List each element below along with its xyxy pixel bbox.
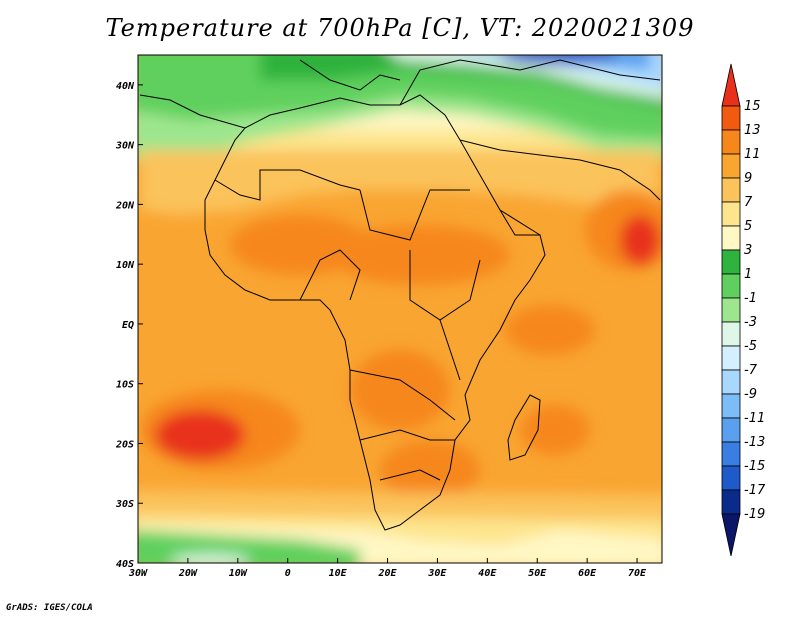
lon-tick-label: 60E	[578, 568, 597, 579]
lat-tick-label: 30S	[115, 499, 134, 510]
colorbar-swatch	[721, 153, 741, 179]
axis-ticks	[137, 84, 638, 564]
lon-tick-label: 30W	[128, 568, 148, 579]
lat-tick-label: 10N	[116, 260, 135, 271]
credit-text: GrADS: IGES/COLA	[6, 603, 93, 613]
lat-tick-label: EQ	[122, 320, 134, 331]
lon-tick-label: 20W	[178, 568, 198, 579]
lon-tick-label: 0	[285, 568, 291, 579]
colorbar-swatch	[721, 345, 741, 371]
colorbar-swatch	[721, 273, 741, 299]
colorbar-label: -13	[744, 435, 765, 450]
colorbar-label: 5	[744, 219, 752, 234]
lon-tick-label: 50E	[528, 568, 547, 579]
colorbar-label: 1	[744, 267, 752, 282]
lon-tick-label: 30E	[427, 568, 447, 579]
lon-tick-label: 10W	[229, 568, 248, 579]
colorbar-swatch	[721, 369, 741, 395]
colorbar-label: 7	[744, 195, 753, 210]
map-frame	[137, 54, 663, 564]
colorbar-label: 15	[744, 99, 761, 114]
colorbar-swatch	[721, 297, 741, 323]
coastlines	[139, 59, 661, 531]
colorbar-swatch	[721, 465, 741, 491]
colorbar-label: -9	[744, 387, 757, 402]
lat-tick-label: 30N	[115, 141, 135, 152]
temperature-field	[138, 55, 662, 563]
colorbar-swatch	[721, 129, 741, 155]
colorbar-swatch	[721, 225, 741, 251]
colorbar-swatch	[721, 441, 741, 467]
colorbar-label: -19	[744, 507, 765, 522]
lat-tick-label: 10S	[116, 380, 134, 391]
lat-tick-label: 40S	[116, 559, 134, 570]
colorbar-swatch	[721, 489, 741, 515]
colorbar-swatch	[721, 321, 741, 347]
colorbar-swatch	[721, 63, 741, 107]
chart-title: Temperature at 700hPa [C], VT: 202002130…	[105, 14, 695, 42]
colorbar-swatch	[721, 417, 741, 443]
colorbar-label: 13	[744, 123, 761, 138]
colorbar-swatch	[721, 513, 741, 557]
lon-tick-label: 70E	[628, 568, 647, 579]
colorbar: 15 13 11 9 7 5 3 1 -1 -3 -5 -7 -9 -11 -13 -15 -17 -19	[721, 63, 766, 557]
colorbar-swatch	[721, 105, 741, 131]
colorbar-swatch	[721, 177, 741, 203]
colorbar-label: 11	[744, 147, 761, 162]
colorbar-label: -3	[744, 315, 757, 330]
lon-tick-label: 20E	[377, 568, 397, 579]
colorbar-label: -7	[744, 363, 758, 378]
colorbar-label: -1	[744, 291, 757, 306]
lat-tick-label: 20S	[115, 439, 134, 450]
colorbar-label: -5	[744, 339, 757, 354]
lon-tick-label: 10E	[329, 568, 348, 579]
colorbar-swatch	[721, 249, 741, 275]
lon-tick-label: 40E	[478, 568, 497, 579]
colorbar-swatch	[721, 393, 741, 419]
colorbar-label: 9	[744, 171, 752, 186]
colorbar-label: -11	[744, 411, 765, 426]
lat-tick-label: 40N	[116, 81, 135, 92]
colorbar-label: -17	[744, 483, 766, 498]
colorbar-swatch	[721, 201, 741, 227]
colorbar-label: -15	[744, 459, 765, 474]
colorbar-label: 3	[744, 243, 752, 258]
lat-tick-label: 20N	[115, 200, 135, 211]
